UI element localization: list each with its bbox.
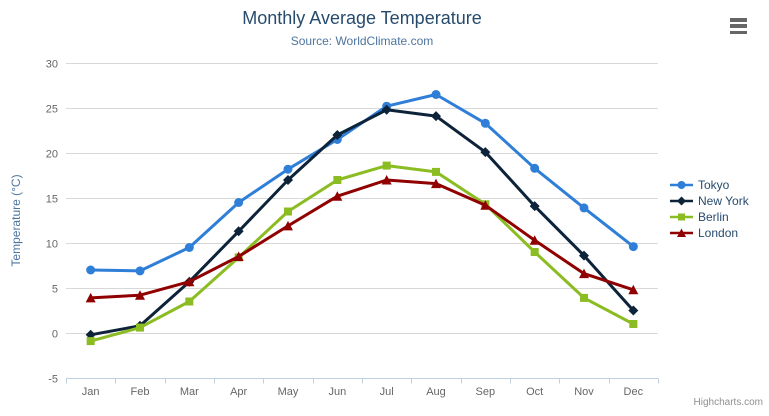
data-point-london-sep[interactable] (480, 200, 491, 210)
data-point-london-jan[interactable] (85, 292, 96, 303)
x-axis-label: Jul (380, 386, 394, 398)
legend-label: Tokyo (698, 178, 730, 192)
legend-symbol-square (670, 213, 693, 221)
data-point-berlin-nov[interactable] (580, 293, 588, 302)
x-axis-label: Nov (574, 386, 594, 398)
data-point-new-york-aug[interactable] (431, 111, 441, 122)
data-point-new-york-oct[interactable] (529, 201, 540, 212)
data-point-tokyo-nov[interactable] (579, 203, 589, 213)
data-point-berlin-oct[interactable] (530, 248, 539, 256)
x-axis-label: Mar (180, 386, 199, 398)
legend-symbol-marker (677, 181, 686, 189)
legend-label: Berlin (698, 210, 729, 224)
data-point-tokyo-dec[interactable] (628, 242, 638, 252)
hamburger-menu-icon[interactable] (730, 17, 750, 35)
legend-item-new-york[interactable]: New York (670, 193, 749, 209)
data-point-new-york-may[interactable] (283, 175, 293, 185)
data-point-new-york-apr[interactable] (233, 226, 244, 237)
data-point-tokyo-apr[interactable] (234, 198, 244, 207)
data-point-london-may[interactable] (283, 220, 293, 231)
menu-bar (730, 24, 747, 28)
data-point-berlin-may[interactable] (284, 207, 292, 216)
y-axis-label: 0 (52, 329, 58, 341)
legend-item-tokyo[interactable]: Tokyo (670, 177, 749, 193)
data-point-berlin-feb[interactable] (136, 323, 144, 332)
data-point-london-mar[interactable] (184, 276, 195, 287)
x-axis-label: Jun (328, 386, 346, 398)
menu-bar (730, 30, 747, 34)
x-axis-label: Apr (230, 386, 247, 398)
data-point-berlin-aug[interactable] (432, 167, 440, 176)
data-point-new-york-sep[interactable] (480, 147, 491, 158)
data-point-berlin-jul[interactable] (382, 161, 391, 170)
data-point-london-oct[interactable] (529, 235, 540, 245)
y-axis-label: 15 (46, 194, 58, 206)
y-axis-label: 30 (46, 59, 58, 71)
x-axis-label: Sep (476, 386, 496, 398)
menu-bar (730, 18, 747, 22)
legend-symbol-diamond (670, 196, 693, 206)
legend-symbol-circle (670, 181, 693, 189)
legend-item-london[interactable]: London (670, 225, 749, 241)
data-point-new-york-nov[interactable] (579, 250, 589, 261)
y-axis-label: 5 (52, 284, 58, 296)
chart-legend: Tokyo New York Berlin London (670, 177, 749, 241)
x-axis-label: Oct (526, 386, 543, 398)
data-point-tokyo-mar[interactable] (184, 243, 194, 252)
data-point-tokyo-jan[interactable] (86, 265, 96, 275)
data-point-new-york-dec[interactable] (628, 305, 639, 316)
data-point-new-york-jul[interactable] (381, 104, 392, 115)
data-point-berlin-jan[interactable] (86, 337, 95, 346)
data-point-tokyo-oct[interactable] (530, 163, 540, 173)
y-axis-label: 20 (46, 149, 58, 161)
series-line-new-york[interactable] (89, 108, 635, 337)
data-point-london-jul[interactable] (381, 175, 392, 185)
legend-label: London (698, 226, 739, 240)
data-point-london-dec[interactable] (628, 284, 639, 295)
x-axis-label: Aug (426, 386, 446, 398)
data-point-london-aug[interactable] (431, 178, 441, 189)
legend-symbol-marker (678, 213, 685, 221)
legend-item-berlin[interactable]: Berlin (670, 209, 749, 225)
data-point-london-apr[interactable] (233, 251, 244, 262)
data-point-berlin-mar[interactable] (185, 297, 194, 306)
data-point-tokyo-feb[interactable] (135, 266, 145, 276)
legend-label: New York (698, 194, 749, 208)
data-point-berlin-dec[interactable] (629, 320, 638, 328)
chart-title: Monthly Average Temperature (242, 8, 482, 28)
data-point-new-york-jun[interactable] (332, 130, 343, 140)
x-axis-label: Dec (624, 386, 644, 398)
series-line-berlin[interactable] (89, 164, 635, 343)
x-axis-label: May (278, 386, 299, 398)
highcharts-credits-link[interactable]: Highcharts.com (693, 397, 763, 408)
data-point-tokyo-may[interactable] (283, 164, 293, 174)
y-axis-label: 25 (46, 104, 58, 116)
data-point-tokyo-aug[interactable] (431, 90, 441, 99)
data-point-london-nov[interactable] (579, 268, 589, 279)
x-axis-label: Feb (131, 386, 150, 398)
data-point-london-jun[interactable] (332, 191, 343, 201)
data-point-berlin-jun[interactable] (333, 176, 342, 184)
chart-subtitle: Source: WorldClimate.com (290, 34, 434, 48)
x-axis-label: Jan (82, 386, 100, 398)
data-point-london-feb[interactable] (135, 290, 145, 300)
legend-symbol-triangle (670, 228, 693, 237)
y-axis-label: -5 (48, 374, 58, 386)
legend-symbol-marker (677, 228, 686, 237)
legend-symbol-marker (677, 196, 686, 206)
data-point-tokyo-sep[interactable] (480, 118, 490, 128)
series-line-london[interactable] (89, 178, 635, 300)
y-axis-title: Temperature (°C) (9, 174, 23, 266)
y-axis-label: 10 (46, 239, 58, 251)
